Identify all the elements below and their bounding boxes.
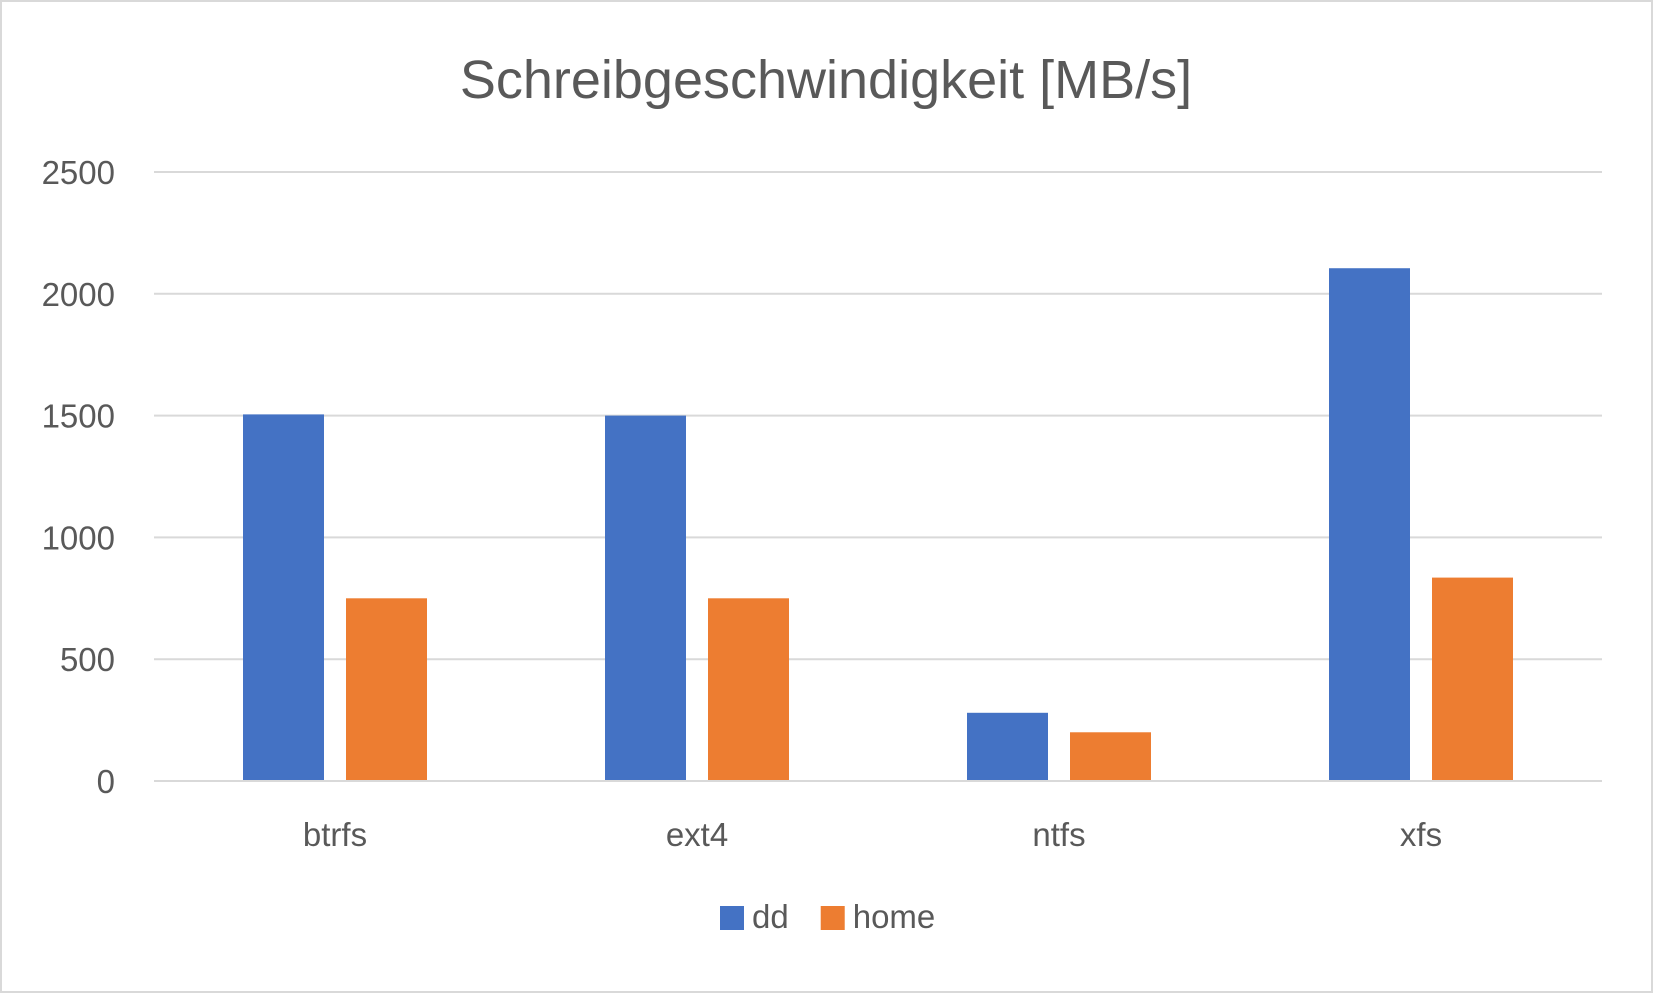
bars: [243, 268, 1513, 781]
chart-title: Schreibgeschwindigkeit [MB/s]: [460, 50, 1192, 110]
bar-dd-ntfs: [967, 712, 1048, 781]
legend: dd home: [720, 898, 935, 935]
y-axis-ticks: 0 500 1000 1500 2000 2500: [42, 154, 115, 800]
legend-label-dd: dd: [752, 898, 789, 935]
x-axis-categories: btrfs ext4 ntfs xfs: [303, 816, 1442, 853]
y-tick-label: 1500: [42, 398, 115, 435]
y-tick-label: 2000: [42, 276, 115, 313]
bar-home-btrfs: [346, 598, 427, 781]
x-category-label: ext4: [666, 816, 728, 853]
bar-home-ntfs: [1070, 732, 1151, 781]
bar-dd-ext4: [605, 415, 686, 781]
y-tick-label: 500: [60, 641, 115, 678]
legend-swatch-dd: [720, 906, 744, 930]
x-category-label: btrfs: [303, 816, 367, 853]
legend-label-home: home: [853, 898, 936, 935]
x-category-label: xfs: [1400, 816, 1442, 853]
y-tick-label: 2500: [42, 154, 115, 191]
bar-dd-xfs: [1329, 268, 1410, 781]
y-tick-label: 1000: [42, 519, 115, 556]
y-tick-label: 0: [97, 763, 115, 800]
bar-home-ext4: [708, 598, 789, 781]
bar-dd-btrfs: [243, 414, 324, 781]
bar-home-xfs: [1432, 577, 1513, 781]
x-category-label: ntfs: [1032, 816, 1085, 853]
legend-swatch-home: [820, 906, 845, 930]
